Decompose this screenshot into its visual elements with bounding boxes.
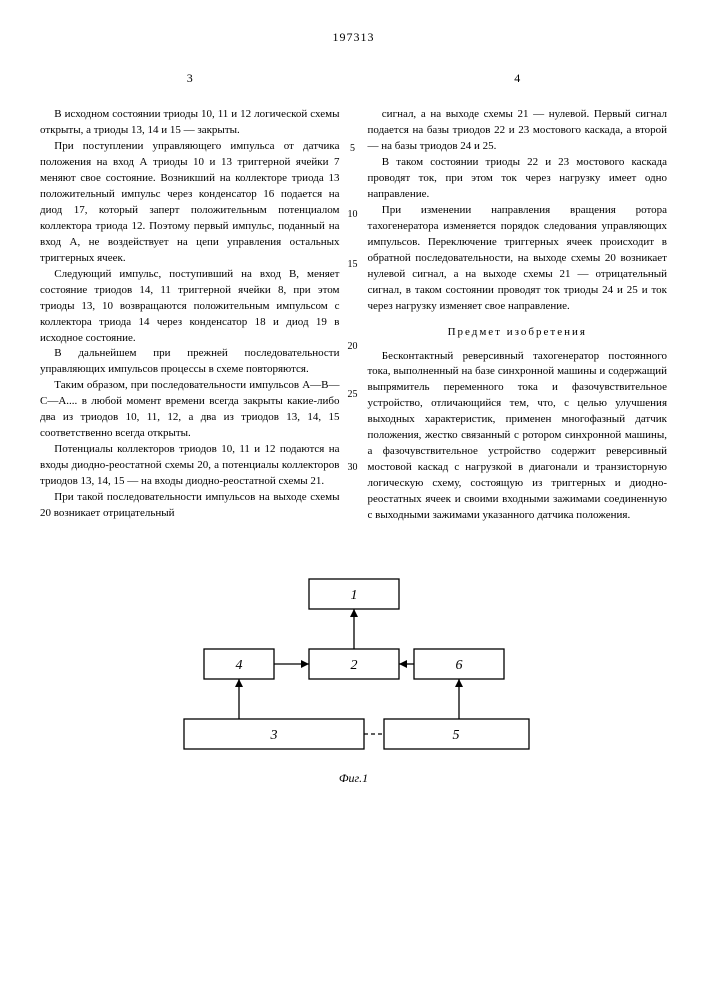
right-column: 4 сигнал, а на выходе схемы 21 — нулевой… [364, 70, 668, 524]
figure-1: 1 2 4 6 3 5 Фиг.1 [154, 574, 554, 786]
para: При такой последовательности импульсов н… [40, 490, 340, 522]
svg-text:4: 4 [235, 658, 242, 673]
para: Таким образом, при последовательности им… [40, 378, 340, 442]
para: В таком состоянии триоды 22 и 23 мостово… [368, 155, 668, 203]
line-number: 30 [344, 461, 362, 476]
line-number: 10 [344, 208, 362, 223]
para: Следующий импульс, поступивший на вход В… [40, 267, 340, 347]
col-num-left: 3 [40, 70, 340, 87]
line-number: 25 [344, 388, 362, 403]
para: сигнал, а на выходе схемы 21 — нулевой. … [368, 107, 668, 155]
para: В исходном состоянии триоды 10, 11 и 12 … [40, 107, 340, 139]
left-column: 3 В исходном состоянии триоды 10, 11 и 1… [40, 70, 344, 524]
svg-text:5: 5 [452, 728, 459, 743]
figure-caption: Фиг.1 [154, 771, 554, 786]
col-num-right: 4 [368, 70, 668, 87]
para: Бесконтактный реверсивный тахогенератор … [368, 349, 668, 524]
text-columns: 3 В исходном состоянии триоды 10, 11 и 1… [40, 70, 667, 524]
svg-text:1: 1 [350, 588, 357, 603]
para: При изменении направления вращения ротор… [368, 203, 668, 315]
section-title: Предмет изобретения [368, 325, 668, 341]
svg-text:6: 6 [455, 658, 462, 673]
line-number: 15 [344, 258, 362, 273]
svg-text:3: 3 [269, 728, 277, 743]
line-number: 5 [344, 142, 362, 157]
block-diagram: 1 2 4 6 3 5 [154, 574, 554, 759]
svg-text:2: 2 [350, 658, 357, 673]
page-number: 197313 [40, 30, 667, 45]
para: При поступлении управляющего импульса от… [40, 139, 340, 267]
line-number: 20 [344, 340, 362, 355]
para: Потенциалы коллекторов триодов 10, 11 и … [40, 442, 340, 490]
para: В дальнейшем при прежней последовательно… [40, 346, 340, 378]
